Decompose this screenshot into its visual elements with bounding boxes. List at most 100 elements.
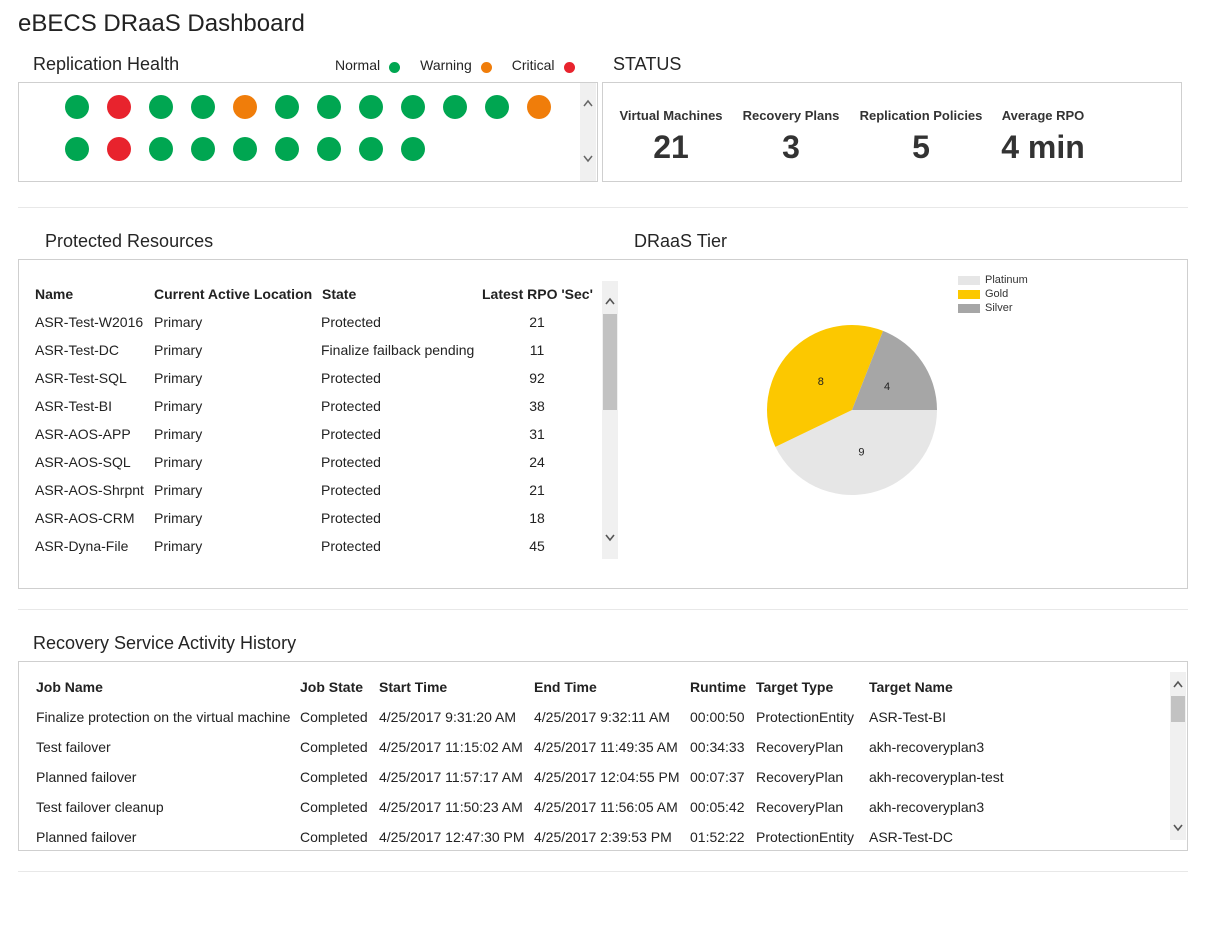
state-cell: Protected — [321, 426, 381, 442]
silver-swatch-icon — [958, 303, 980, 313]
legend-label: Platinum — [985, 274, 1028, 286]
start-time-cell: 4/25/2017 9:31:20 AM — [379, 709, 516, 725]
start-time-cell: 4/25/2017 11:50:23 AM — [379, 799, 523, 815]
rpo-cell: 21 — [529, 482, 545, 498]
target-name-cell: akh-recoveryplan3 — [869, 739, 985, 755]
health-status-dot-icon[interactable] — [401, 137, 425, 161]
target-name-cell: akh-recoveryplan-test — [869, 769, 1004, 785]
column-header-target-name[interactable]: Target Name — [869, 679, 953, 695]
column-header-location[interactable]: Current Active Location — [154, 286, 313, 302]
resource-name-cell: ASR-AOS-Shrpnt — [35, 482, 144, 498]
health-status-dot-icon[interactable] — [65, 137, 89, 161]
health-status-dot-icon[interactable] — [401, 95, 425, 119]
legend-warning-label: Warning — [420, 57, 472, 73]
column-header-rpo[interactable]: Latest RPO 'Sec' — [482, 286, 593, 302]
location-cell: Primary — [154, 314, 203, 330]
target-type-cell: RecoveryPlan — [756, 799, 844, 815]
health-status-dot-icon[interactable] — [443, 95, 467, 119]
scroll-up-icon[interactable] — [605, 297, 615, 305]
health-scrollbar[interactable] — [580, 83, 596, 181]
health-legend: Normal Warning Critical — [335, 57, 595, 73]
health-status-dot-icon[interactable] — [65, 95, 89, 119]
health-status-dot-icon[interactable] — [107, 137, 131, 161]
end-time-cell: 4/25/2017 9:32:11 AM — [534, 709, 670, 725]
location-cell: Primary — [154, 538, 203, 554]
health-status-dot-icon[interactable] — [191, 137, 215, 161]
target-type-cell: ProtectionEntity — [756, 709, 855, 725]
pie-slice-gold[interactable] — [767, 325, 884, 447]
column-header-end-time[interactable]: End Time — [534, 679, 597, 695]
scroll-thumb[interactable] — [1171, 696, 1185, 722]
legend-label: Gold — [985, 288, 1009, 300]
stat-value: 4 min — [1001, 129, 1085, 165]
state-cell: Protected — [321, 482, 381, 498]
pie-data-label: 9 — [858, 446, 864, 458]
health-status-dot-icon[interactable] — [359, 95, 383, 119]
target-name-cell: ASR-Test-DC — [869, 829, 954, 845]
health-status-dot-icon[interactable] — [359, 137, 383, 161]
stat-virtual-machines: Virtual Machines 21 — [618, 108, 724, 166]
protected-scrollbar[interactable] — [602, 281, 618, 559]
location-cell: Primary — [154, 482, 203, 498]
column-header-job-state[interactable]: Job State — [300, 679, 364, 695]
draas-tier-pie-chart: 9 8 4 — [767, 325, 937, 495]
health-status-dot-icon[interactable] — [233, 137, 257, 161]
job-state-cell: Completed — [300, 769, 368, 785]
scroll-down-icon[interactable] — [605, 534, 615, 542]
state-cell: Protected — [321, 398, 381, 414]
stat-value: 3 — [782, 129, 800, 165]
legend-critical: Critical — [512, 57, 575, 73]
pie-slice-silver[interactable] — [852, 330, 937, 410]
location-cell: Primary — [154, 370, 203, 386]
health-status-dot-icon[interactable] — [275, 137, 299, 161]
job-name-cell: Planned failover — [36, 829, 137, 845]
state-cell: Finalize failback pending — [321, 342, 475, 358]
job-name-cell: Finalize protection on the virtual machi… — [36, 709, 291, 725]
scroll-up-icon[interactable] — [583, 99, 593, 107]
column-header-job-name[interactable]: Job Name — [36, 679, 103, 695]
scroll-down-icon[interactable] — [583, 155, 593, 163]
end-time-cell: 4/25/2017 2:39:53 PM — [534, 829, 672, 845]
critical-dot-icon — [563, 61, 575, 73]
scroll-down-icon[interactable] — [1173, 824, 1183, 832]
health-status-dot-icon[interactable] — [149, 95, 173, 119]
legend-item-gold: Gold — [958, 287, 1028, 301]
activity-scrollbar[interactable] — [1170, 672, 1186, 840]
column-header-name[interactable]: Name — [35, 286, 74, 302]
scroll-thumb[interactable] — [603, 314, 617, 410]
rpo-cell: 38 — [529, 398, 545, 414]
stat-label: Recovery Plans — [742, 108, 840, 123]
health-status-dot-icon[interactable] — [275, 95, 299, 119]
health-status-dot-icon[interactable] — [233, 95, 257, 119]
job-state-cell: Completed — [300, 739, 368, 755]
column-header-state[interactable]: State — [322, 286, 357, 302]
column-header-target-type[interactable]: Target Type — [756, 679, 834, 695]
pie-slice-platinum[interactable] — [775, 410, 937, 495]
column-header-start-time[interactable]: Start Time — [379, 679, 448, 695]
job-name-cell: Test failover — [36, 739, 111, 755]
rpo-cell: 21 — [529, 314, 545, 330]
target-name-cell: akh-recoveryplan3 — [869, 799, 985, 815]
health-status-dot-icon[interactable] — [317, 95, 341, 119]
health-status-dot-icon[interactable] — [485, 95, 509, 119]
job-state-cell: Completed — [300, 799, 368, 815]
scroll-up-icon[interactable] — [1173, 680, 1183, 688]
rpo-cell: 11 — [529, 342, 545, 358]
activity-history-panel — [18, 661, 1188, 851]
health-status-dot-icon[interactable] — [107, 95, 131, 119]
legend-normal: Normal — [335, 57, 401, 73]
column-header-runtime[interactable]: Runtime — [690, 679, 746, 695]
resource-name-cell: ASR-AOS-CRM — [35, 510, 135, 526]
stat-label: Virtual Machines — [619, 108, 723, 123]
health-status-dot-icon[interactable] — [191, 95, 215, 119]
runtime-cell: 00:07:37 — [690, 769, 745, 785]
job-state-cell: Completed — [300, 829, 368, 845]
state-cell: Protected — [321, 510, 381, 526]
stat-value: 21 — [653, 129, 689, 165]
draas-tier-title: DRaaS Tier — [634, 231, 728, 251]
health-status-dot-icon[interactable] — [149, 137, 173, 161]
health-status-dot-icon[interactable] — [317, 137, 341, 161]
legend-item-platinum: Platinum — [958, 273, 1028, 287]
runtime-cell: 01:52:22 — [690, 829, 745, 845]
health-status-dot-icon[interactable] — [527, 95, 551, 119]
